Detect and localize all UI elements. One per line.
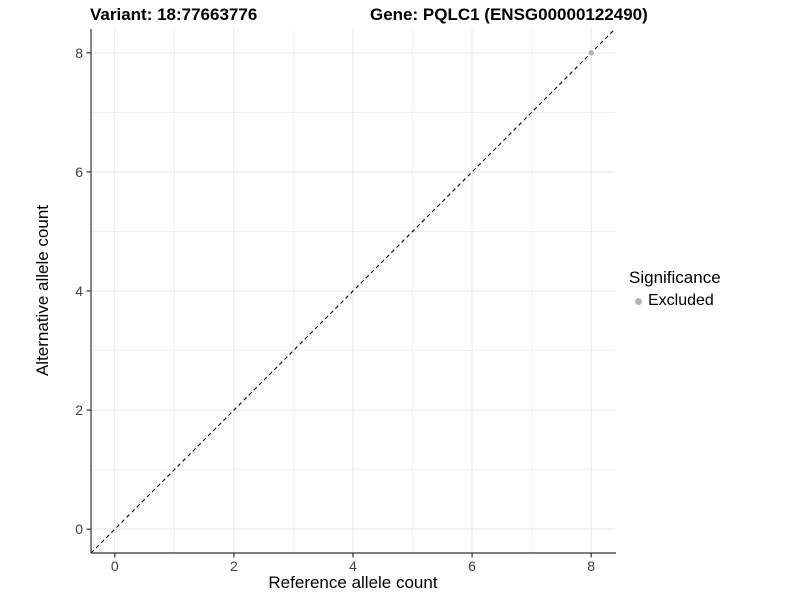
plot-title-gene: Gene: PQLC1 (ENSG00000122490) bbox=[370, 5, 648, 24]
x-tick-label: 2 bbox=[230, 558, 238, 574]
y-tick-label: 4 bbox=[75, 283, 83, 299]
y-tick-label: 2 bbox=[75, 402, 83, 419]
plot-title-variant: Variant: 18:77663776 bbox=[90, 5, 258, 24]
x-tick-label: 0 bbox=[110, 558, 119, 574]
x-tick-label: 8 bbox=[587, 558, 596, 574]
legend-key-dot bbox=[635, 297, 642, 305]
legend-title: Significance bbox=[629, 268, 721, 287]
legend-item-excluded: Excluded bbox=[629, 292, 721, 310]
x-axis-title: Reference allele count bbox=[268, 573, 438, 592]
y-tick-label: 8 bbox=[75, 44, 83, 61]
x-tick-label: 4 bbox=[349, 558, 357, 574]
y-tick-label: 0 bbox=[75, 521, 83, 538]
identity-line bbox=[90, 28, 616, 554]
data-point bbox=[588, 50, 594, 56]
legend: Significance Excluded bbox=[629, 268, 721, 310]
y-tick-label: 6 bbox=[75, 163, 83, 180]
legend-item-label: Excluded bbox=[648, 292, 714, 309]
x-tick-label: 6 bbox=[468, 558, 476, 574]
